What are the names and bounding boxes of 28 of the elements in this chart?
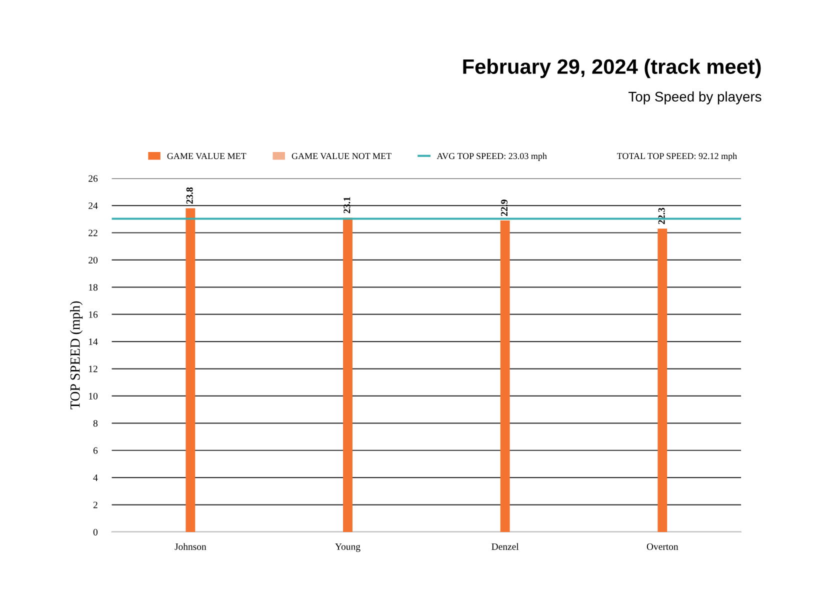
y-tick-label: 22 — [88, 230, 98, 236]
chart-subtitle: Top Speed by players — [628, 91, 762, 104]
y-tick-label: 8 — [93, 420, 98, 427]
x-tick-label: Denzel — [492, 543, 519, 550]
text: TOTAL TOP SPEED: 92.12 mph — [617, 152, 737, 161]
x-tick-label: Johnson — [174, 543, 206, 550]
x-tick-label: Overton — [646, 543, 678, 550]
y-tick-label: 16 — [89, 311, 98, 318]
y-axis-title: TOP SPEED (mph) — [70, 301, 83, 410]
y-tick-label: 24 — [88, 202, 98, 209]
legend-label: GAME VALUE NOT MET — [292, 153, 392, 160]
data-label: 23.8 — [186, 187, 193, 204]
legend-label: AVG TOP SPEED: 23.03 mph — [436, 152, 547, 161]
chart-title: February 29, 2024 (track meet) — [463, 58, 761, 78]
y-tick-label: 18 — [89, 284, 98, 291]
y-tick-label: 4 — [93, 474, 98, 481]
x-tick-label: Young — [335, 543, 360, 552]
data-label: 22.9 — [500, 200, 508, 216]
y-tick-label: 20 — [88, 256, 98, 264]
y-tick-label: 2 — [93, 502, 98, 508]
y-tick-label: 6 — [93, 447, 98, 454]
y-tick-label: 14 — [89, 338, 98, 345]
legend-label: GAME VALUE MET — [167, 153, 246, 160]
data-label: 23.1 — [344, 197, 350, 214]
y-tick-label: 12 — [89, 366, 98, 372]
y-tick-label: 26 — [88, 175, 98, 182]
y-tick-label: 10 — [89, 392, 98, 400]
y-tick-label: 0 — [93, 528, 98, 536]
